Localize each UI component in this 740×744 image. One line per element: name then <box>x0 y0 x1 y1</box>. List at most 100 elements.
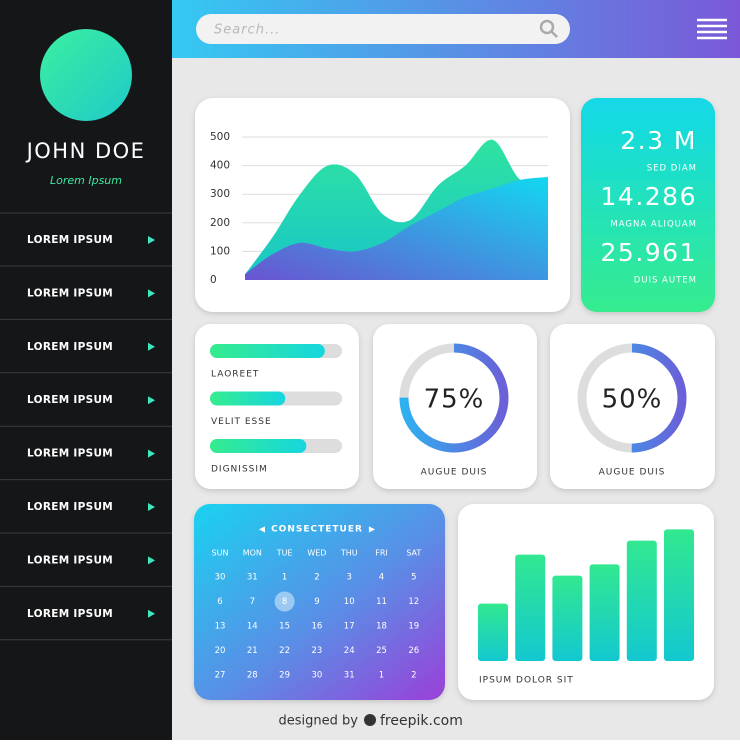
day[interactable]: 9 <box>314 597 319 607</box>
donut-value: 75% <box>424 385 485 415</box>
day[interactable]: 27 <box>215 671 226 681</box>
day[interactable]: 4 <box>379 573 384 583</box>
search-icon[interactable] <box>539 19 558 38</box>
area-series <box>245 177 548 280</box>
day[interactable]: 31 <box>247 573 258 583</box>
bar <box>589 564 620 661</box>
y-tick-label: 200 <box>210 217 230 229</box>
calendar-card <box>194 504 445 700</box>
bar <box>478 603 508 661</box>
y-tick-label: 0 <box>210 274 217 286</box>
day[interactable]: 26 <box>408 646 419 656</box>
weekday: MON <box>243 549 262 558</box>
calendar-month: CONSECTETUER <box>271 525 363 535</box>
day[interactable]: 12 <box>408 597 419 607</box>
weekday: WED <box>307 549 326 558</box>
day[interactable]: 17 <box>344 622 355 632</box>
progress-label: DIGNISSIM <box>211 465 268 475</box>
next-month[interactable]: ▶ <box>369 525 376 534</box>
day[interactable]: 2 <box>411 671 416 681</box>
profile-subtitle: Lorem Ipsum <box>50 174 122 187</box>
day[interactable]: 30 <box>311 671 322 681</box>
progress-bars: LAOREET VELIT ESSE DIGNISSIM <box>210 344 342 475</box>
menu-arrow <box>148 236 155 244</box>
day[interactable]: 11 <box>376 597 387 607</box>
y-tick-label: 300 <box>210 188 230 200</box>
y-tick-label: 400 <box>210 160 230 172</box>
day[interactable]: 30 <box>215 573 226 583</box>
stat-value: 2.3 M <box>620 126 697 155</box>
day[interactable]: 8 <box>282 597 287 607</box>
menu-label: LOREM IPSUM <box>27 287 113 299</box>
day[interactable]: 29 <box>279 671 290 681</box>
weekday: FRI <box>375 549 388 558</box>
menu-label: LOREM IPSUM <box>27 554 113 566</box>
sidebar <box>0 0 172 740</box>
avatar <box>40 29 132 121</box>
day[interactable]: 18 <box>376 622 387 632</box>
bar-chart <box>478 529 694 661</box>
day[interactable]: 6 <box>217 597 222 607</box>
day[interactable]: 14 <box>247 622 258 632</box>
hamburger-menu[interactable] <box>697 18 727 40</box>
y-tick-label: 100 <box>210 245 230 257</box>
stat-label: MAGNA ALIQUAM <box>610 220 697 230</box>
day[interactable]: 2 <box>314 573 319 583</box>
weekday: TUE <box>276 549 293 558</box>
prev-month[interactable]: ◀ <box>259 525 266 534</box>
menu-arrow <box>148 556 155 565</box>
day[interactable]: 22 <box>279 646 290 656</box>
day[interactable]: 15 <box>279 622 290 632</box>
progress-label: VELIT ESSE <box>211 417 272 427</box>
menu-label: LOREM IPSUM <box>27 394 113 406</box>
weekday: SUN <box>212 549 229 558</box>
day[interactable]: 1 <box>282 573 287 583</box>
menu-arrow <box>148 342 155 351</box>
donut-arc <box>577 343 687 453</box>
progress-bar <box>210 391 286 406</box>
donuts: 75% AUGUE DUIS 50% AUGUE DUIS <box>399 343 687 478</box>
day[interactable]: 7 <box>250 597 255 607</box>
day[interactable]: 23 <box>311 646 322 656</box>
day[interactable]: 13 <box>215 622 226 632</box>
stat-value: 25.961 <box>601 238 697 267</box>
weekday: THU <box>340 549 358 558</box>
menu-arrow <box>148 289 155 298</box>
search-placeholder: Search... <box>214 23 280 38</box>
menu-arrow <box>148 396 155 405</box>
stat-label: SED DIAM <box>647 164 697 174</box>
day[interactable]: 25 <box>376 646 387 656</box>
day[interactable]: 5 <box>411 573 416 583</box>
menu-label: LOREM IPSUM <box>27 608 113 620</box>
menu: LOREM IPSUM LOREM IPSUM LOREM IPSUM LOREM I… <box>0 212 172 641</box>
progress-bar <box>210 439 307 453</box>
day[interactable]: 1 <box>379 671 384 681</box>
day[interactable]: 31 <box>344 671 355 681</box>
y-tick-label: 500 <box>210 131 230 143</box>
day[interactable]: 21 <box>247 646 258 656</box>
day[interactable]: 28 <box>247 671 258 681</box>
menu-arrow <box>148 503 155 511</box>
stat-label: DUIS AUTEM <box>634 276 697 286</box>
freepik-logo <box>364 714 376 726</box>
selected-day <box>274 591 295 612</box>
stat-value: 14.286 <box>601 182 697 211</box>
weekday: SAT <box>406 549 421 558</box>
day[interactable]: 20 <box>215 646 226 656</box>
day[interactable]: 19 <box>408 622 419 632</box>
day[interactable]: 10 <box>344 597 355 607</box>
day[interactable]: 16 <box>311 622 322 632</box>
search-box[interactable] <box>196 14 570 44</box>
day[interactable]: 3 <box>346 573 351 583</box>
donut-arc <box>399 343 509 453</box>
footer-brand: freepik.com <box>380 713 463 729</box>
progress-label: LAOREET <box>211 370 259 380</box>
donut-value: 50% <box>602 385 663 415</box>
menu-label: LOREM IPSUM <box>27 501 113 513</box>
bar <box>552 575 583 661</box>
menu-label: LOREM IPSUM <box>27 341 113 353</box>
stats: 2.3 M SED DIAM 14.286 MAGNA ALIQUAM 25.961 DU… <box>601 126 697 286</box>
day[interactable]: 24 <box>344 646 355 656</box>
profile-name: JOHN DOE <box>25 139 146 163</box>
